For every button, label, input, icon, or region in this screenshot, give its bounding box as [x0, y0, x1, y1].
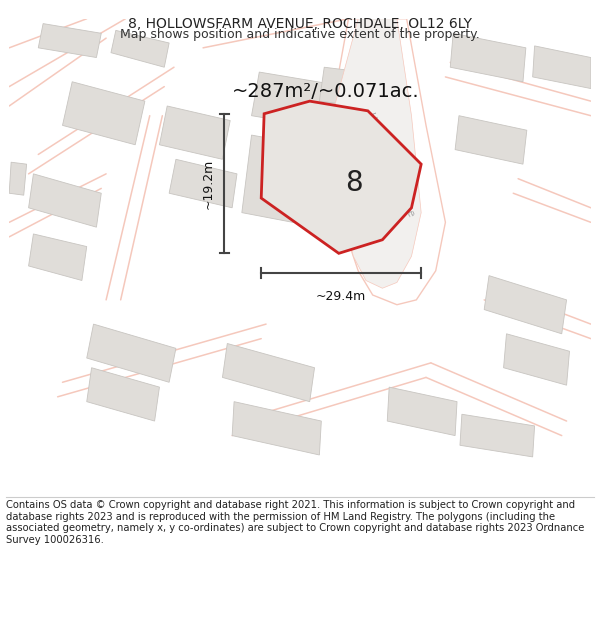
Polygon shape	[232, 402, 322, 455]
Polygon shape	[484, 276, 566, 334]
Polygon shape	[160, 106, 230, 159]
Text: Contains OS data © Crown copyright and database right 2021. This information is : Contains OS data © Crown copyright and d…	[6, 500, 584, 545]
Text: ~29.4m: ~29.4m	[316, 290, 367, 303]
Text: ~287m²/~0.071ac.: ~287m²/~0.071ac.	[232, 82, 420, 101]
Polygon shape	[455, 116, 527, 164]
Polygon shape	[503, 334, 569, 385]
Polygon shape	[460, 414, 535, 457]
Polygon shape	[251, 72, 347, 130]
Polygon shape	[62, 82, 145, 145]
Polygon shape	[87, 324, 176, 382]
Polygon shape	[111, 31, 169, 68]
Text: ~19.2m: ~19.2m	[202, 158, 215, 209]
Polygon shape	[9, 162, 26, 195]
Polygon shape	[87, 368, 160, 421]
Polygon shape	[533, 46, 591, 89]
Text: 8, HOLLOWSFARM AVENUE, ROCHDALE, OL12 6LY: 8, HOLLOWSFARM AVENUE, ROCHDALE, OL12 6L…	[128, 18, 472, 31]
Polygon shape	[329, 19, 445, 305]
Polygon shape	[290, 96, 377, 164]
Polygon shape	[319, 68, 402, 111]
Polygon shape	[332, 19, 421, 288]
Polygon shape	[29, 234, 87, 281]
Polygon shape	[261, 101, 421, 253]
Polygon shape	[242, 135, 358, 232]
Text: 8: 8	[346, 169, 363, 198]
Polygon shape	[38, 24, 101, 58]
Polygon shape	[450, 33, 526, 82]
Polygon shape	[387, 387, 457, 436]
Polygon shape	[29, 174, 101, 227]
Text: Map shows position and indicative extent of the property.: Map shows position and indicative extent…	[120, 28, 480, 41]
Text: Hallows Farm Avenue: Hallows Farm Avenue	[365, 111, 416, 218]
Polygon shape	[223, 344, 314, 402]
Polygon shape	[169, 159, 237, 208]
